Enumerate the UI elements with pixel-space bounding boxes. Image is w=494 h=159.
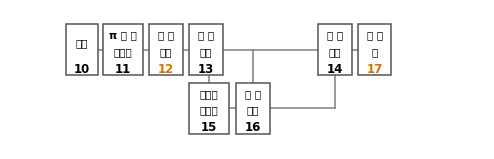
Bar	[236, 83, 270, 134]
Text: 市电: 市电	[76, 38, 88, 48]
Text: 电路: 电路	[200, 47, 212, 57]
Text: 滤 波: 滤 波	[198, 30, 214, 40]
Text: 电路: 电路	[247, 106, 259, 115]
Bar	[103, 24, 143, 75]
Text: 整 流: 整 流	[158, 30, 174, 40]
Text: 13: 13	[198, 63, 214, 76]
Text: 14: 14	[327, 63, 343, 76]
Text: 15: 15	[201, 121, 217, 135]
Text: 电 子: 电 子	[367, 30, 383, 40]
Text: 12: 12	[158, 63, 174, 76]
Text: 16: 16	[245, 121, 261, 135]
Text: π 型 滤: π 型 滤	[109, 30, 137, 40]
Bar	[149, 24, 183, 75]
Text: 电路: 电路	[329, 47, 341, 57]
Text: 电路: 电路	[160, 47, 172, 57]
Text: 振 荡: 振 荡	[245, 89, 261, 99]
Text: 动电路: 动电路	[200, 106, 219, 115]
Text: 波电路: 波电路	[114, 47, 132, 57]
Text: 17: 17	[367, 63, 383, 76]
Bar	[189, 24, 223, 75]
Bar	[359, 24, 391, 75]
Bar	[189, 83, 229, 134]
Text: 管: 管	[371, 47, 378, 57]
Bar	[318, 24, 352, 75]
Text: 10: 10	[74, 63, 90, 76]
Text: 上电启: 上电启	[200, 89, 219, 99]
Text: 负 载: 负 载	[327, 30, 343, 40]
Bar	[66, 24, 98, 75]
Text: 11: 11	[115, 63, 131, 76]
